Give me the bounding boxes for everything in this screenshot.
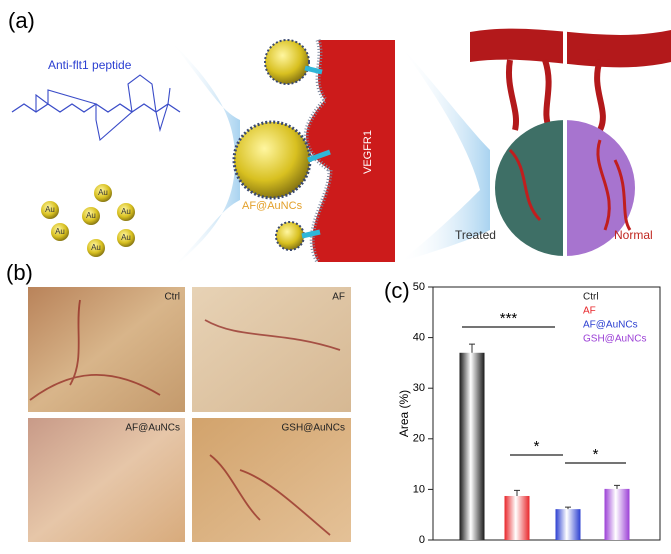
error-bar	[565, 506, 571, 510]
bar	[504, 495, 530, 540]
funnel	[170, 40, 240, 270]
au-label: Au	[98, 188, 108, 197]
normal-tumor	[565, 120, 635, 256]
peptide-label: Anti-flt1 peptide	[48, 58, 132, 72]
normal-label: Normal	[614, 228, 653, 242]
photo-label: Ctrl	[164, 292, 180, 303]
bar	[604, 488, 630, 540]
treated-label: Treated	[455, 228, 496, 242]
au-label: Au	[91, 243, 101, 252]
y-tick-label: 20	[413, 433, 425, 445]
plot-frame	[432, 286, 661, 541]
error-bar	[469, 343, 475, 353]
error-bar	[614, 484, 620, 489]
nanocluster-label: AF@AuNCs	[242, 200, 303, 212]
tumor-vessels	[508, 139, 632, 231]
bar	[555, 509, 581, 540]
legend-entry: GSH@AuNCs	[583, 334, 647, 345]
bar	[459, 352, 485, 540]
au-atoms	[41, 184, 135, 257]
y-tick-label: 50	[413, 281, 425, 293]
photo	[192, 418, 351, 542]
bar-chart: 0 10 20 30 40 50 Area (%) Ctrl AF AF@AuNCs GSH@AuN…	[397, 281, 661, 546]
photo	[28, 287, 185, 412]
au-label: Au	[86, 211, 96, 220]
blood-vessel	[470, 28, 671, 68]
legend-entry: AF@AuNCs	[583, 320, 638, 331]
au-label: Au	[121, 207, 131, 216]
photo	[192, 287, 351, 412]
treated-tumor	[495, 120, 565, 256]
significance-label: *	[534, 438, 540, 455]
photo-label: AF@AuNCs	[125, 423, 180, 434]
panel-label: (b)	[6, 260, 33, 285]
photo	[28, 418, 185, 542]
panel-label: (a)	[8, 8, 35, 33]
funnel	[400, 45, 490, 262]
error-bar	[514, 489, 520, 496]
vessel-branches	[506, 59, 606, 132]
y-axis-label: Area (%)	[397, 390, 411, 437]
au-label: Au	[55, 227, 65, 236]
photo-vessels	[29, 299, 341, 536]
y-tick-label: 10	[413, 483, 425, 495]
panel-label: (c)	[384, 278, 410, 303]
significance-label: ***	[500, 310, 518, 327]
au-label: Au	[45, 205, 55, 214]
legend-entry: AF	[583, 306, 596, 317]
y-tick-label: 40	[413, 332, 425, 344]
photo-label: AF	[332, 292, 345, 303]
significance-label: *	[593, 446, 599, 463]
peptide-sidechains	[35, 74, 171, 142]
nanoclusters	[232, 39, 331, 251]
y-tick-label: 30	[413, 382, 425, 394]
receptor-label: VEGFR1	[362, 130, 374, 174]
au-label: Au	[121, 233, 131, 242]
legend-entry: Ctrl	[583, 292, 599, 303]
cell-membrane	[306, 40, 395, 262]
photo-label: GSH@AuNCs	[282, 423, 346, 434]
y-tick-label: 0	[419, 534, 425, 546]
